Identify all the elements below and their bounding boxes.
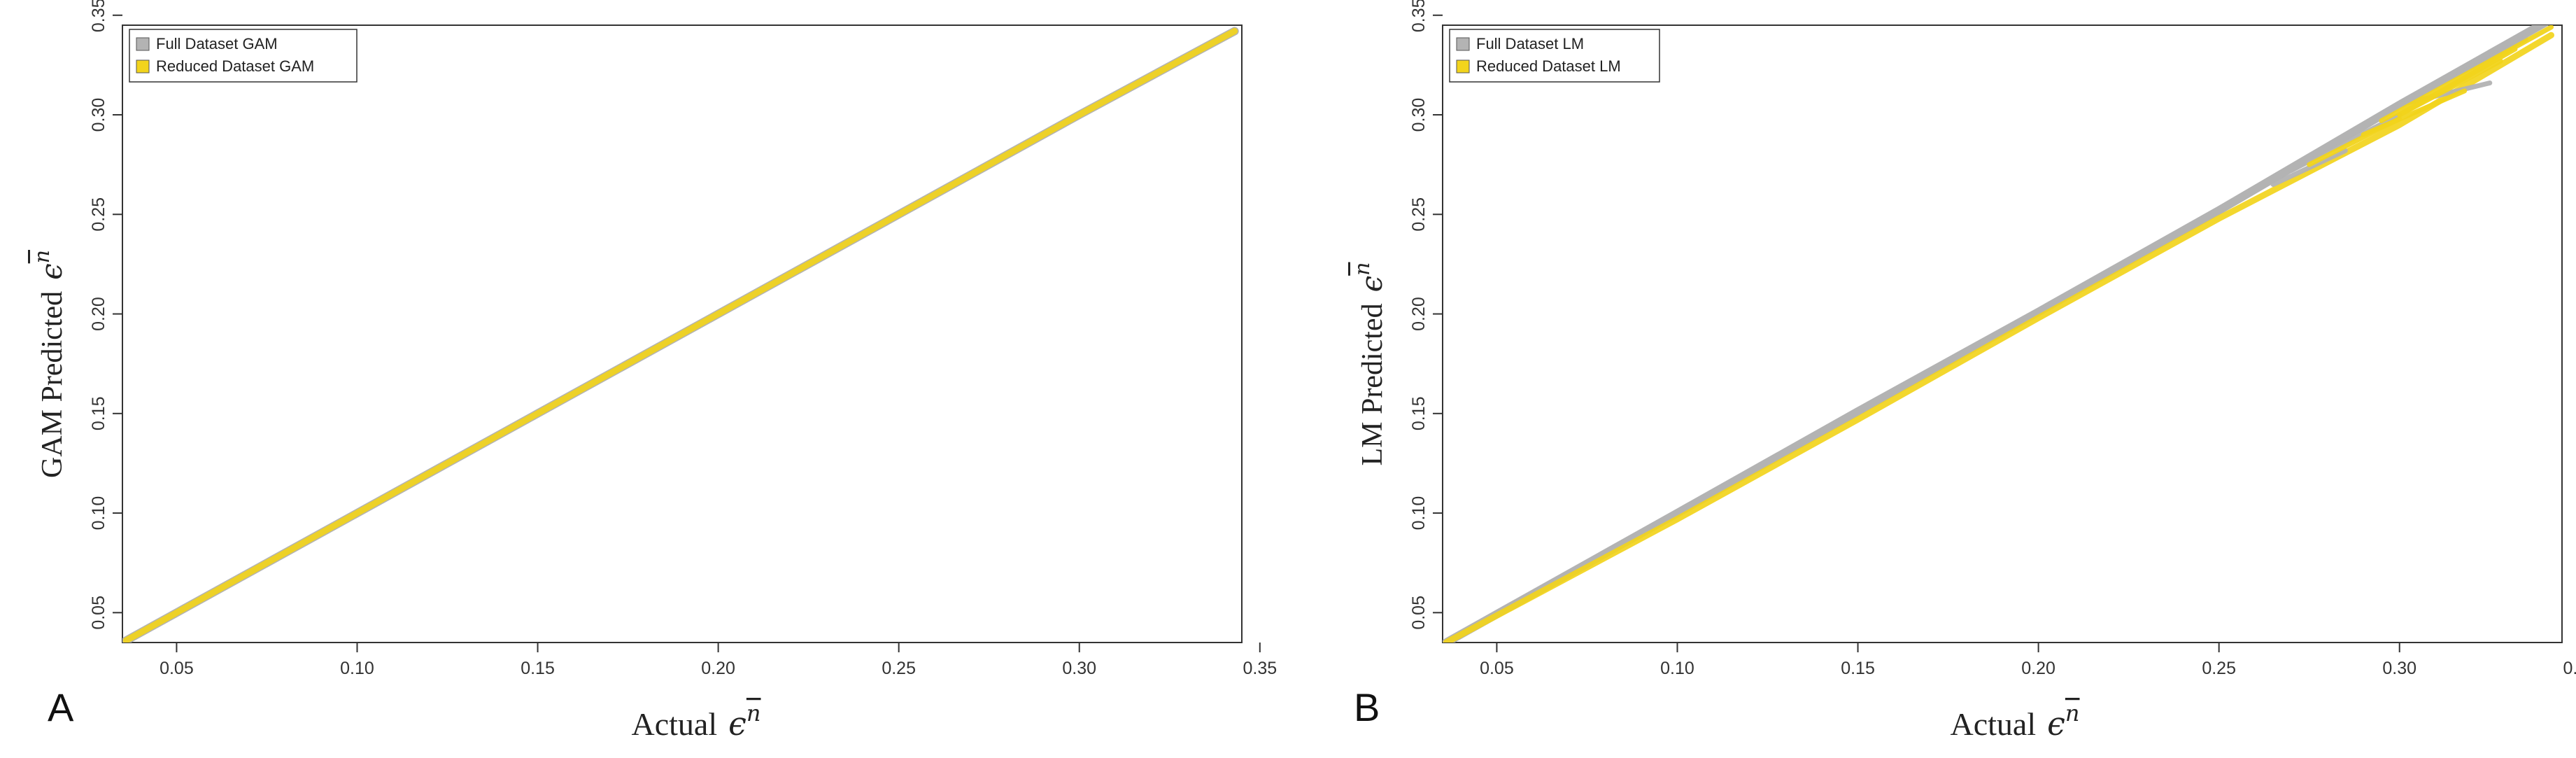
y-tick-label: 0.10	[89, 496, 108, 531]
x-tick-label: 0.35	[2563, 659, 2576, 678]
epsilon-symbol: ϵ	[1354, 276, 1389, 293]
fan-segment	[2288, 112, 2402, 174]
y-tick-label: 0.20	[89, 297, 108, 331]
y-tick-label: 0.05	[89, 596, 108, 630]
x-tick-label: 0.05	[160, 659, 194, 678]
superscript: n	[746, 700, 761, 727]
legend-swatch	[136, 37, 150, 51]
legend-swatch	[1456, 37, 1470, 51]
y-tick-label: 0.35	[1409, 0, 1429, 32]
x-tick-label: 0.15	[1841, 659, 1875, 678]
series-line-reduced	[1443, 31, 2554, 643]
epsilon-symbol: ϵ	[2047, 705, 2065, 743]
legend-label: Reduced Dataset GAM	[156, 57, 314, 75]
data-layer	[122, 27, 1239, 643]
legend-label: Full Dataset GAM	[156, 35, 278, 52]
x-tick-label: 0.25	[882, 659, 916, 678]
x-tick-label: 0.35	[1243, 659, 1277, 678]
series-line-full	[1443, 25, 2549, 643]
y-tick-label: 0.25	[89, 197, 108, 232]
plot-frame	[122, 24, 1243, 643]
superscript: n	[1350, 262, 1375, 276]
y-tick-label: 0.30	[89, 98, 108, 132]
y-label-text: LM Predicted	[1357, 303, 1389, 465]
legend-label: Full Dataset LM	[1476, 35, 1584, 52]
x-tick-label: 0.30	[1062, 659, 1096, 678]
data-layer	[1443, 25, 2554, 643]
fan-segment	[2379, 25, 2554, 124]
y-tick-label: 0.05	[1409, 596, 1429, 630]
epsilon-symbol: ϵ	[34, 263, 69, 280]
y-tick-label: 0.20	[1409, 297, 1429, 331]
x-tick-label: 0.15	[521, 659, 555, 678]
y-tick-label: 0.10	[1409, 496, 1429, 531]
legend-swatch	[136, 59, 150, 73]
y-tick-label: 0.15	[1409, 396, 1429, 430]
x-tick-label: 0.30	[2382, 659, 2416, 678]
plot-frame	[1442, 24, 2563, 643]
x-tick-label: 0.20	[2021, 659, 2055, 678]
y-label-text: GAM Predicted	[36, 291, 69, 478]
panel-a: 0.05 0.10 0.15 0.20 0.25 0.30 0.35 0.05 0.10 0.15…	[30, 0, 1277, 743]
x-tick-label: 0.10	[1660, 659, 1694, 678]
legend: Full Dataset LM Reduced Dataset LM	[1449, 29, 1660, 83]
legend-box	[129, 29, 358, 83]
x-tick-label: 0.05	[1480, 659, 1514, 678]
y-tick-label: 0.15	[89, 396, 108, 430]
y-axis-label: LM Predicted ϵn	[1350, 262, 1389, 466]
fan-segment	[2397, 58, 2503, 118]
x-tick-label: 0.20	[701, 659, 735, 678]
x-label-text: Actual	[1951, 706, 2037, 742]
y-tick-label: 0.35	[89, 0, 108, 32]
y-axis-label: GAM Predicted ϵn	[30, 250, 69, 478]
x-axis-label: Actual ϵn	[632, 700, 761, 743]
panel-b: 0.05 0.10 0.15 0.20 0.25 0.30 0.35 0.05 0.10 0.15…	[1350, 0, 2576, 743]
panel-letter: B	[1354, 685, 1380, 729]
x-tick-label: 0.25	[2202, 659, 2236, 678]
legend-swatch	[1456, 59, 1470, 73]
legend-label: Reduced Dataset LM	[1476, 57, 1621, 75]
series-line-reduced	[122, 28, 1238, 643]
y-tick-label: 0.25	[1409, 197, 1429, 232]
x-label-text: Actual	[632, 706, 718, 742]
legend-box	[1449, 29, 1660, 83]
y-tick-label: 0.30	[1409, 98, 1429, 132]
legend: Full Dataset GAM Reduced Dataset GAM	[129, 29, 358, 83]
fan-segment	[2270, 148, 2348, 188]
superscript: n	[2065, 700, 2080, 727]
epsilon-symbol: ϵ	[728, 705, 746, 743]
superscript: n	[30, 250, 55, 263]
panel-letter: A	[48, 685, 74, 729]
fan-segment	[2307, 116, 2402, 167]
x-axis-label: Actual ϵn	[1951, 700, 2080, 743]
x-tick-label: 0.10	[340, 659, 374, 678]
